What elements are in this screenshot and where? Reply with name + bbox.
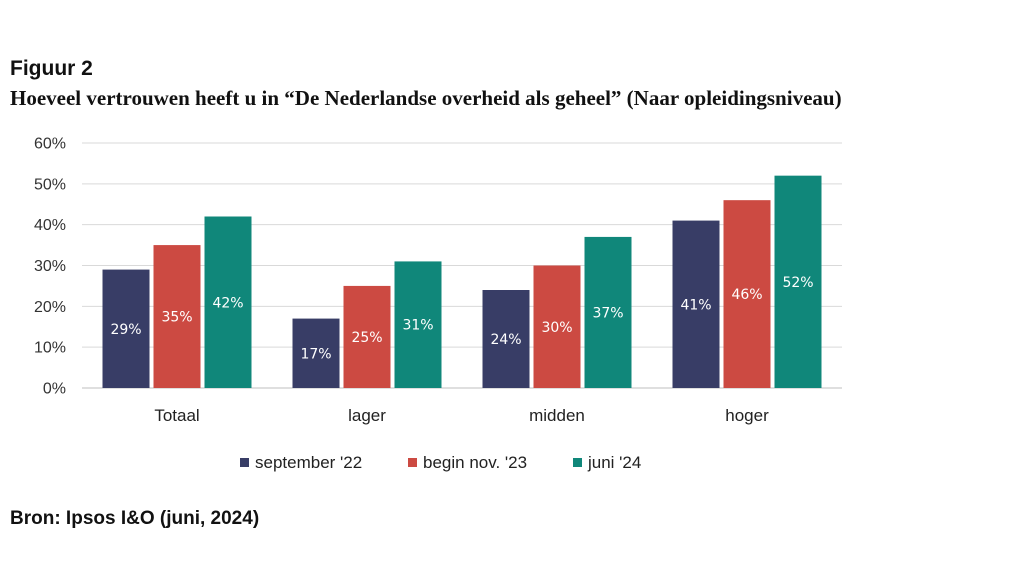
y-tick-label: 30% xyxy=(34,258,66,275)
category-labels: Totaal lager midden hoger xyxy=(154,406,769,425)
category-label: lager xyxy=(348,406,386,425)
data-label: 17% xyxy=(300,346,331,362)
bar xyxy=(102,269,150,388)
figure-label: Figuur 2 xyxy=(10,57,93,80)
legend: september '22 begin nov. '23 juni '24 xyxy=(240,453,641,472)
bar-chart: 0%10%20%30%40%50%60% 29%35%42%17%25%31%2… xyxy=(34,136,842,472)
chart-title: Hoeveel vertrouwen heeft u in “De Nederl… xyxy=(10,86,842,110)
y-tick-label: 10% xyxy=(34,340,66,357)
data-label: 25% xyxy=(351,330,382,346)
data-label: 37% xyxy=(592,305,623,321)
bar xyxy=(672,220,720,388)
y-tick-label: 0% xyxy=(43,381,66,398)
y-tick-label: 40% xyxy=(34,217,66,234)
bar xyxy=(204,216,252,388)
bar xyxy=(292,318,340,388)
legend-label: juni '24 xyxy=(587,453,641,472)
legend-swatch xyxy=(573,458,582,467)
bar xyxy=(723,200,771,388)
bar xyxy=(343,285,391,388)
bar xyxy=(394,261,442,388)
bar xyxy=(774,175,822,388)
bar xyxy=(482,290,530,388)
legend-swatch xyxy=(408,458,417,467)
category-label: hoger xyxy=(725,406,769,425)
data-label: 31% xyxy=(402,318,433,334)
y-tick-label: 50% xyxy=(34,176,66,193)
data-label: 29% xyxy=(110,322,141,338)
data-label: 24% xyxy=(490,332,521,348)
bars: 29% 35% 42% 17% 25% 31% 24% 30% 37% 41% 46% 52% xyxy=(102,175,822,388)
bar xyxy=(533,265,581,388)
data-label: 41% xyxy=(680,297,711,313)
y-tick-label: 60% xyxy=(34,136,66,153)
data-label: 30% xyxy=(541,320,572,336)
bar xyxy=(584,236,632,388)
legend-swatch xyxy=(240,458,249,467)
category-label: midden xyxy=(529,406,585,425)
bar xyxy=(153,245,201,388)
legend-label: september '22 xyxy=(255,453,362,472)
data-label: 42% xyxy=(212,295,243,311)
y-tick-label: 20% xyxy=(34,299,66,316)
data-label: 46% xyxy=(731,287,762,303)
y-axis-ticks: 0% 10% 20% 30% 40% 50% 60% xyxy=(34,136,66,398)
data-label: 52% xyxy=(782,275,813,291)
source-note: Bron: Ipsos I&O (juni, 2024) xyxy=(10,508,260,529)
category-label: Totaal xyxy=(154,406,199,425)
legend-label: begin nov. '23 xyxy=(423,453,527,472)
data-label: 35% xyxy=(161,310,192,326)
